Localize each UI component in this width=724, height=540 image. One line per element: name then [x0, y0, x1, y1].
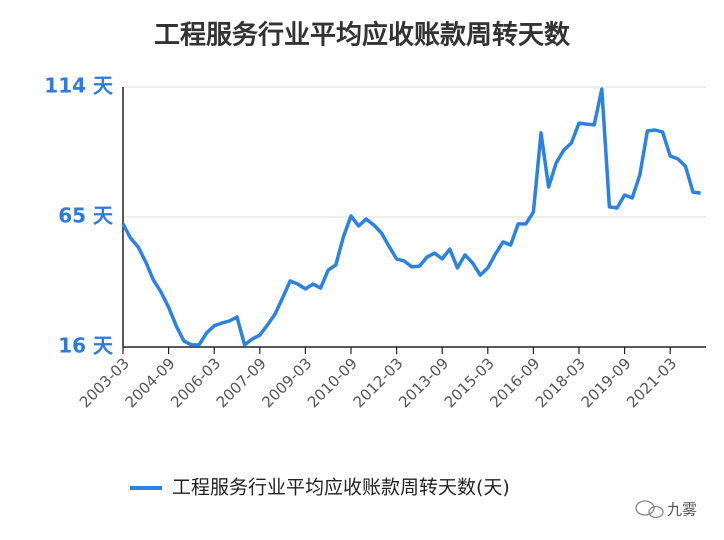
chart-title: 工程服务行业平均应收账款周转天数: [154, 20, 571, 51]
y-tick-label: 65 天: [58, 204, 114, 228]
y-tick-label: 114 天: [44, 74, 114, 98]
watermark-icon: [635, 500, 664, 519]
watermark: 九雾: [667, 501, 697, 519]
y-tick-label: 16 天: [58, 334, 114, 358]
data-line: [121, 87, 701, 347]
legend-label: 工程服务行业平均应收账款周转天数(天): [172, 477, 510, 499]
